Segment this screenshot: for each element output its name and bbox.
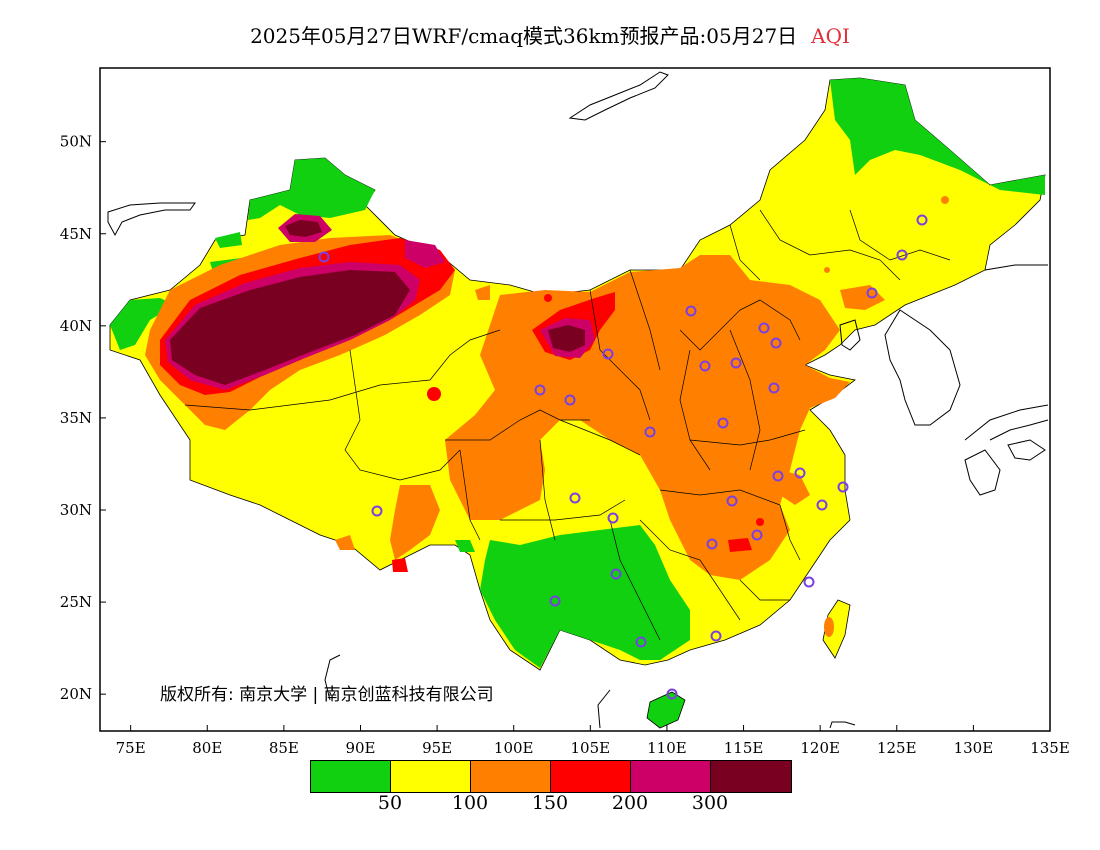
city-marker — [699, 360, 711, 372]
legend-swatch — [470, 760, 552, 793]
province-boundaries — [184, 209, 951, 641]
x-axis: 75E 80E 85E 90E 95E 100E 105E 110E 115E 120E 125E 1… — [116, 725, 1070, 757]
x-tick-label: 100E — [494, 739, 534, 757]
city-marker — [770, 337, 782, 349]
region-hazardous — [170, 220, 585, 385]
city-marker — [717, 417, 729, 429]
city-marker — [816, 499, 828, 511]
city-marker — [610, 568, 622, 580]
y-axis: 20N 25N 30N 35N 40N 45N 50N — [60, 133, 106, 703]
x-tick-label: 75E — [116, 739, 146, 757]
x-tick-label: 115E — [724, 739, 764, 757]
title-text: 2025年05月27日WRF/cmaq模式36km预报产品:05月27日 — [250, 24, 798, 48]
y-tick-label: 30N — [60, 501, 92, 519]
city-marker — [706, 538, 718, 550]
legend-label: 150 — [531, 792, 569, 814]
legend-swatch — [630, 760, 712, 793]
copyright-text: 版权所有: 南京大学 | 南京创蓝科技有限公司 — [160, 685, 494, 705]
city-markers — [318, 214, 928, 700]
city-marker — [549, 595, 561, 607]
x-tick-label: 135E — [1030, 739, 1070, 757]
x-tick-label: 95E — [422, 739, 452, 757]
city-marker — [896, 249, 908, 261]
city-marker — [803, 576, 815, 588]
x-tick-label: 120E — [800, 739, 840, 757]
legend-label: 300 — [691, 792, 729, 814]
city-marker — [534, 384, 546, 396]
region-taiwan-sensitive — [824, 617, 834, 637]
y-tick-label: 25N — [60, 593, 92, 611]
city-marker — [837, 481, 849, 493]
city-marker — [916, 214, 928, 226]
x-tick-label: 125E — [877, 739, 917, 757]
city-marker — [730, 357, 742, 369]
city-marker — [666, 688, 678, 700]
y-tick-label: 50N — [60, 133, 92, 151]
city-marker — [794, 467, 806, 479]
x-tick-label: 105E — [571, 739, 611, 757]
x-tick-label: 85E — [269, 739, 299, 757]
city-marker — [772, 470, 784, 482]
y-tick-label: 35N — [60, 409, 92, 427]
legend-swatch — [390, 760, 472, 793]
legend-swatch — [550, 760, 632, 793]
legend-swatch — [710, 760, 792, 793]
x-tick-label: 90E — [345, 739, 375, 757]
legend-swatch — [310, 760, 392, 793]
title-variable: AQI — [811, 24, 850, 48]
city-marker — [607, 512, 619, 524]
city-marker — [564, 394, 576, 406]
map-title: 2025年05月27日WRF/cmaq模式36km预报产品:05月27日 AQI — [0, 20, 1100, 49]
city-marker — [318, 251, 330, 263]
y-tick-label: 40N — [60, 317, 92, 335]
y-tick-label: 45N — [60, 225, 92, 243]
city-marker — [602, 348, 614, 360]
x-tick-label: 80E — [192, 739, 222, 757]
x-tick-label: 130E — [954, 739, 994, 757]
city-marker — [371, 505, 383, 517]
city-marker — [758, 322, 770, 334]
neighbor-outlines — [107, 71, 1049, 729]
region-hainan — [646, 691, 686, 729]
legend-label: 50 — [377, 792, 403, 814]
city-marker — [710, 630, 722, 642]
legend-label: 100 — [451, 792, 489, 814]
x-tick-label: 110E — [647, 739, 687, 757]
city-marker — [685, 305, 697, 317]
city-marker — [644, 426, 656, 438]
city-marker — [751, 529, 763, 541]
city-marker — [768, 382, 780, 394]
city-marker — [635, 636, 647, 648]
legend-label: 200 — [611, 792, 649, 814]
city-marker — [726, 495, 738, 507]
city-marker — [866, 287, 878, 299]
region-taiwan — [822, 599, 851, 659]
y-tick-label: 20N — [60, 685, 92, 703]
city-marker — [569, 492, 581, 504]
